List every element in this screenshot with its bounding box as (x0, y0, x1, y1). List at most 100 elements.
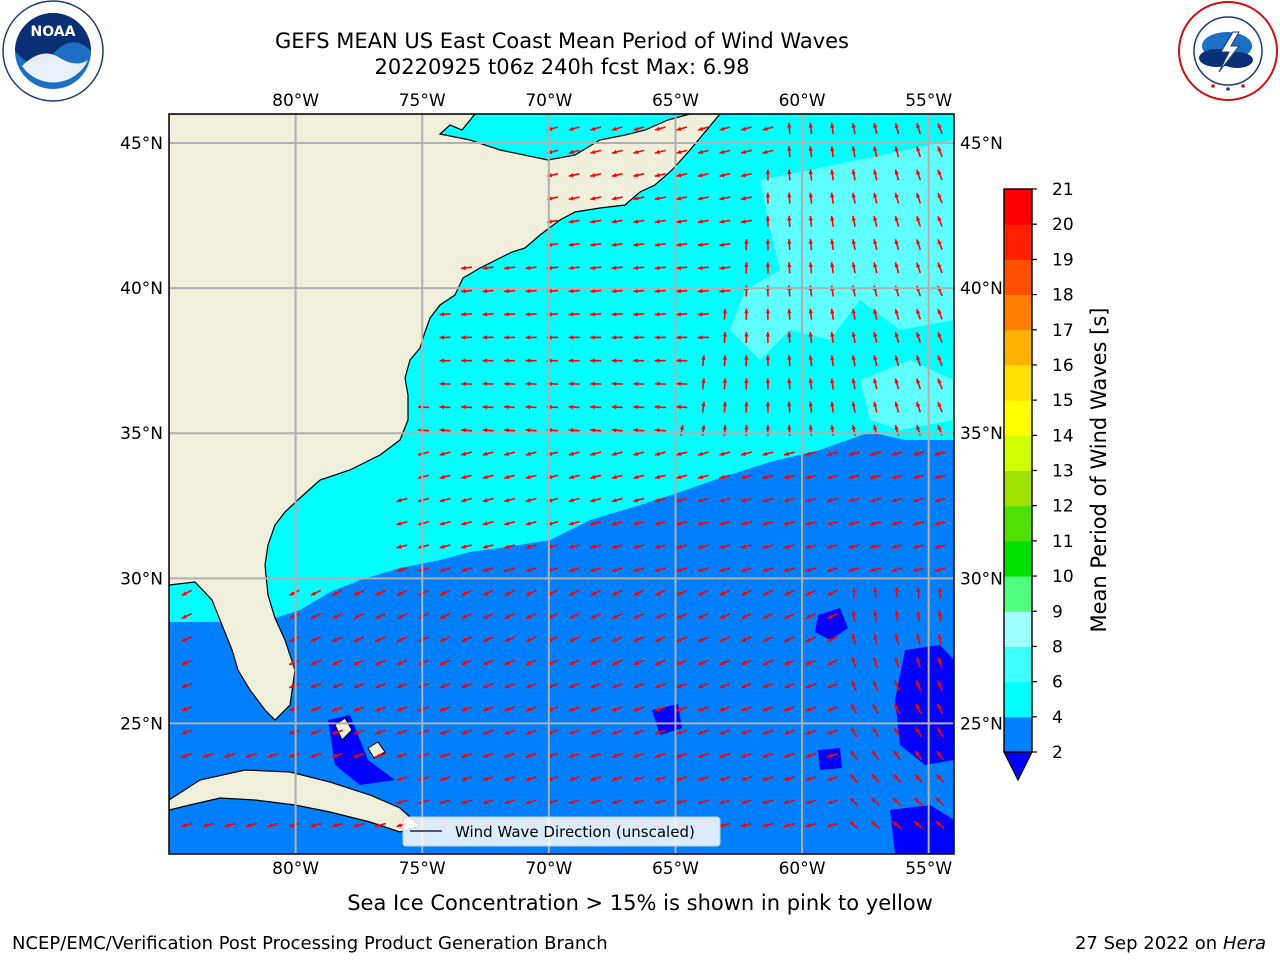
wave-direction-arrow (697, 567, 709, 572)
wave-direction-arrow (310, 636, 322, 643)
wave-direction-arrow (482, 589, 494, 597)
wave-direction-arrow (808, 262, 813, 274)
wave-direction-arrow (482, 776, 494, 781)
lon-tick-label: 80°W (272, 91, 319, 111)
wave-direction-arrow (590, 682, 602, 689)
wave-direction-arrow (805, 659, 817, 666)
wave-direction-arrow (396, 682, 408, 689)
wave-direction-arrow (374, 822, 386, 828)
wave-direction-arrow (765, 215, 771, 227)
wave-direction-arrow (937, 308, 943, 320)
wave-direction-arrow (676, 706, 688, 712)
wave-direction-arrow (676, 381, 688, 387)
wave-direction-arrow (937, 378, 943, 390)
wave-direction-arrow (697, 706, 709, 712)
wave-direction-arrow (590, 126, 602, 131)
wave-direction-arrow (525, 358, 537, 363)
wave-direction-arrow (439, 428, 451, 433)
wave-direction-arrow (310, 682, 322, 689)
wave-direction-arrow (504, 358, 516, 363)
wave-direction-arrow (332, 589, 343, 597)
wave-direction-arrow (504, 636, 515, 643)
wave-direction-arrow (654, 752, 666, 758)
wave-direction-arrow (869, 544, 882, 549)
wave-direction-arrow (826, 474, 838, 480)
wave-direction-arrow (894, 215, 900, 227)
wave-direction-arrow (765, 401, 771, 413)
wave-direction-arrow (310, 589, 322, 597)
wave-direction-arrow (787, 308, 792, 320)
wave-direction-arrow (439, 729, 451, 735)
wave-direction-arrow (654, 451, 666, 456)
wave-direction-arrow (826, 544, 838, 549)
wave-direction-arrow (762, 636, 774, 643)
wave-direction-arrow (808, 239, 813, 251)
wave-direction-arrow (740, 126, 752, 131)
wave-direction-arrow (805, 474, 817, 480)
wave-direction-arrow (762, 474, 774, 480)
wave-direction-arrow (851, 378, 856, 390)
wave-direction-arrow (787, 262, 792, 274)
wave-direction-arrow (805, 822, 817, 828)
lon-tick-label: 80°W (272, 859, 319, 879)
wave-direction-arrow (740, 520, 752, 526)
wave-direction-arrow (851, 122, 856, 135)
wave-direction-arrow (310, 729, 322, 735)
wave-direction-arrow (762, 776, 774, 781)
wave-direction-arrow (568, 451, 580, 456)
wave-direction-arrow (568, 636, 580, 643)
wave-direction-arrow (676, 729, 688, 735)
wave-direction-arrow (461, 497, 473, 503)
wave-direction-arrow (611, 799, 623, 805)
wave-direction-arrow (590, 776, 602, 781)
wave-direction-arrow (783, 497, 795, 503)
wave-direction-arrow (654, 520, 666, 526)
wave-direction-arrow (934, 544, 946, 549)
wave-direction-arrow (851, 401, 856, 413)
wave-direction-arrow (762, 659, 774, 666)
wave-direction-arrow (808, 308, 813, 320)
wave-direction-arrow (482, 636, 494, 643)
wave-direction-arrow (765, 355, 771, 367)
wave-direction-arrow (916, 378, 922, 390)
wave-direction-arrow (288, 706, 300, 712)
wave-direction-arrow (826, 497, 838, 503)
wave-direction-arrow (872, 680, 879, 692)
wave-direction-arrow (654, 312, 666, 317)
wave-direction-arrow (396, 589, 408, 597)
wave-direction-arrow (504, 544, 516, 549)
wave-direction-arrow (830, 308, 835, 320)
wave-direction-arrow (568, 219, 580, 224)
wave-direction-arrow (504, 474, 516, 480)
wave-direction-arrow (826, 451, 838, 456)
wave-direction-arrow (873, 215, 878, 227)
wave-direction-arrow (827, 729, 838, 735)
wave-direction-arrow (719, 288, 731, 294)
wave-direction-arrow (310, 706, 322, 712)
wave-direction-arrow (525, 706, 537, 712)
wave-direction-arrow (288, 729, 300, 735)
wave-direction-arrow (935, 797, 945, 807)
wave-direction-arrow (611, 706, 623, 712)
wave-direction-arrow (787, 122, 792, 135)
wave-direction-arrow (331, 682, 343, 689)
wave-direction-arrow (914, 773, 923, 784)
wave-direction-arrow (633, 659, 645, 666)
wave-direction-arrow (439, 474, 451, 480)
wave-direction-arrow (873, 401, 878, 413)
wave-direction-arrow (633, 335, 645, 340)
wave-direction-arrow (654, 149, 666, 155)
wave-direction-arrow (937, 355, 943, 367)
wave-direction-arrow (181, 636, 193, 643)
wave-period-field-6-8 (730, 140, 954, 360)
wave-direction-arrow (611, 497, 623, 503)
wave-direction-arrow (504, 497, 516, 503)
wave-direction-arrow (568, 265, 580, 271)
wave-direction-arrow (590, 335, 602, 340)
wave-direction-arrow (611, 567, 623, 572)
wave-direction-arrow (916, 239, 922, 251)
wave-direction-arrow (568, 706, 580, 712)
wave-direction-arrow (611, 682, 623, 689)
wave-direction-arrow (830, 215, 835, 227)
wave-direction-arrow (787, 331, 792, 343)
